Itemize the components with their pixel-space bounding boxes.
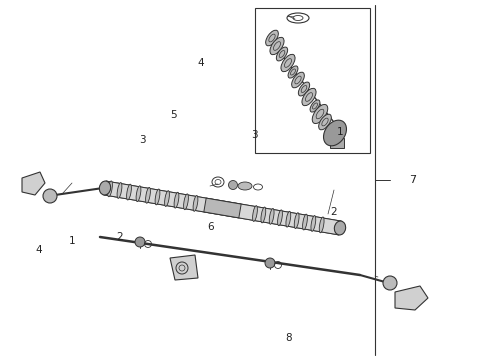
Ellipse shape (266, 30, 278, 46)
Bar (255, 8, 370, 153)
Ellipse shape (303, 214, 307, 230)
Ellipse shape (117, 183, 122, 198)
Ellipse shape (228, 180, 238, 189)
Ellipse shape (278, 210, 282, 226)
Polygon shape (22, 172, 45, 195)
Ellipse shape (136, 186, 141, 202)
Ellipse shape (294, 213, 299, 229)
Ellipse shape (323, 120, 346, 146)
Text: 1: 1 (69, 236, 76, 246)
Ellipse shape (318, 114, 331, 130)
Ellipse shape (99, 181, 111, 195)
Polygon shape (170, 255, 198, 280)
Ellipse shape (193, 195, 198, 211)
Text: 3: 3 (139, 135, 146, 145)
Ellipse shape (302, 88, 316, 106)
Ellipse shape (383, 276, 397, 290)
Ellipse shape (261, 207, 266, 223)
Text: 8: 8 (285, 333, 292, 343)
Ellipse shape (334, 221, 345, 235)
Bar (330, 138, 344, 148)
Ellipse shape (126, 184, 131, 200)
Polygon shape (104, 181, 341, 235)
Text: 5: 5 (171, 110, 177, 120)
Polygon shape (204, 198, 241, 218)
Ellipse shape (155, 189, 160, 205)
Text: 6: 6 (207, 222, 214, 232)
Ellipse shape (298, 82, 310, 96)
Text: 4: 4 (36, 245, 43, 255)
Ellipse shape (286, 211, 291, 227)
Polygon shape (395, 286, 428, 310)
Ellipse shape (253, 206, 257, 221)
Text: 3: 3 (251, 130, 258, 140)
Ellipse shape (174, 192, 179, 208)
Text: 1: 1 (337, 127, 344, 138)
Ellipse shape (135, 237, 145, 247)
Ellipse shape (311, 216, 316, 231)
Ellipse shape (265, 258, 275, 268)
Ellipse shape (270, 37, 284, 55)
Text: 2: 2 (330, 207, 337, 217)
Text: 4: 4 (197, 58, 204, 68)
Ellipse shape (146, 188, 150, 203)
Ellipse shape (310, 100, 320, 112)
Ellipse shape (270, 208, 274, 224)
Ellipse shape (312, 104, 328, 123)
Text: 2: 2 (117, 232, 123, 242)
Ellipse shape (43, 189, 57, 203)
Ellipse shape (276, 47, 288, 61)
Text: 7: 7 (410, 175, 416, 185)
Ellipse shape (184, 194, 188, 210)
Ellipse shape (281, 54, 295, 72)
Ellipse shape (292, 72, 304, 88)
Ellipse shape (238, 182, 252, 190)
Ellipse shape (288, 66, 298, 78)
Ellipse shape (108, 181, 112, 197)
Ellipse shape (319, 217, 324, 233)
Ellipse shape (165, 191, 170, 206)
